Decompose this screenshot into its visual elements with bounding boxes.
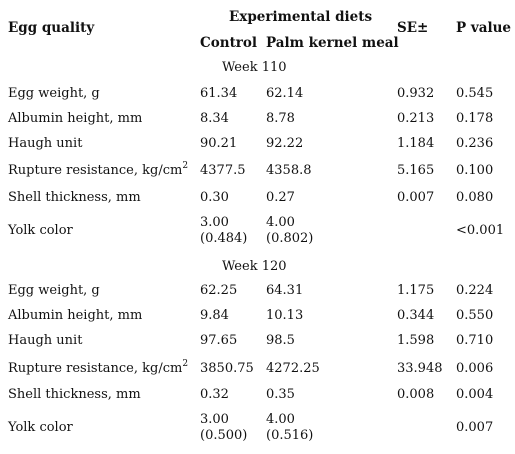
- cell-pkm: 92.22: [266, 136, 304, 151]
- cell-p: 0.004: [456, 387, 494, 402]
- cell-pkm: 8.78: [266, 111, 295, 126]
- cell-se: 1.598: [397, 333, 435, 348]
- cell-control-mean: 3.00: [200, 215, 229, 230]
- row-label: Yolk color: [8, 223, 73, 238]
- cell-pkm: 64.31: [266, 283, 304, 298]
- cell-control-sd: (0.484): [200, 231, 248, 246]
- cell-control: 62.25: [200, 283, 238, 298]
- header-egg-quality: Egg quality: [8, 20, 95, 36]
- row-label-text: Rupture resistance, kg/cm: [8, 163, 183, 178]
- row-label-superscript: 2: [182, 358, 189, 369]
- row-label: Shell thickness, mm: [8, 387, 141, 402]
- row-label: Haugh unit: [8, 333, 83, 348]
- cell-p: 0.710: [456, 333, 494, 348]
- header-experimental-diets: Experimental diets: [229, 9, 373, 25]
- header-palm-kernel-meal: Palm kernel meal: [266, 35, 399, 51]
- cell-pkm: 10.13: [266, 308, 304, 323]
- cell-se: 0.007: [397, 190, 435, 205]
- cell-p: 0.224: [456, 283, 494, 298]
- header-control: Control: [200, 35, 258, 51]
- cell-pkm: 4358.8: [266, 163, 312, 178]
- cell-pkm: 0.27: [266, 190, 295, 205]
- row-label: Rupture resistance, kg/cm2: [8, 160, 189, 178]
- row-label: Egg weight, g: [8, 283, 100, 298]
- cell-control: 3850.75: [200, 361, 254, 376]
- cell-pkm: 4.00 (0.802): [266, 215, 313, 247]
- cell-pkm: 4.00 (0.516): [266, 412, 313, 444]
- header-p-value: P value: [456, 20, 511, 36]
- row-label: Albumin height, mm: [8, 308, 143, 323]
- cell-control: 4377.5: [200, 163, 246, 178]
- row-label-superscript: 2: [182, 160, 189, 171]
- cell-pkm: 0.35: [266, 387, 295, 402]
- cell-control: 0.32: [200, 387, 229, 402]
- cell-control-mean: 3.00: [200, 412, 229, 427]
- row-label: Shell thickness, mm: [8, 190, 141, 205]
- cell-p: 0.007: [456, 420, 494, 435]
- cell-p: 0.178: [456, 111, 494, 126]
- cell-control: 3.00 (0.500): [200, 412, 247, 444]
- cell-control: 97.65: [200, 333, 238, 348]
- cell-pkm-sd: (0.516): [266, 428, 314, 443]
- cell-p: 0.006: [456, 361, 494, 376]
- header-se: SE±: [397, 20, 429, 36]
- row-label: Rupture resistance, kg/cm2: [8, 358, 189, 376]
- cell-control: 0.30: [200, 190, 229, 205]
- section-title: Week 110: [222, 60, 287, 75]
- cell-p: 0.236: [456, 136, 494, 151]
- cell-control: 90.21: [200, 136, 238, 151]
- cell-pkm-sd: (0.802): [266, 231, 314, 246]
- cell-se: 0.344: [397, 308, 435, 323]
- section-title: Week 120: [222, 259, 287, 274]
- cell-se: 0.213: [397, 111, 435, 126]
- cell-pkm: 98.5: [266, 333, 295, 348]
- row-label: Albumin height, mm: [8, 111, 143, 126]
- cell-se: 0.008: [397, 387, 435, 402]
- cell-pkm: 62.14: [266, 86, 304, 101]
- cell-pkm-mean: 4.00: [266, 412, 295, 427]
- cell-control: 9.84: [200, 308, 229, 323]
- cell-p: 0.100: [456, 163, 494, 178]
- cell-p: 0.550: [456, 308, 494, 323]
- cell-se: 0.932: [397, 86, 435, 101]
- row-label: Egg weight, g: [8, 86, 100, 101]
- cell-pkm: 4272.25: [266, 361, 320, 376]
- cell-control: 8.34: [200, 111, 229, 126]
- cell-control: 61.34: [200, 86, 238, 101]
- row-label: Haugh unit: [8, 136, 83, 151]
- cell-p: 0.080: [456, 190, 494, 205]
- cell-control-sd: (0.500): [200, 428, 248, 443]
- row-label-text: Rupture resistance, kg/cm: [8, 361, 183, 376]
- cell-pkm-mean: 4.00: [266, 215, 295, 230]
- cell-se: 5.165: [397, 163, 435, 178]
- cell-se: 33.948: [397, 361, 443, 376]
- cell-se: 1.184: [397, 136, 435, 151]
- cell-p: <0.001: [456, 223, 505, 238]
- cell-p: 0.545: [456, 86, 494, 101]
- cell-se: 1.175: [397, 283, 435, 298]
- cell-control: 3.00 (0.484): [200, 215, 247, 247]
- row-label: Yolk color: [8, 420, 73, 435]
